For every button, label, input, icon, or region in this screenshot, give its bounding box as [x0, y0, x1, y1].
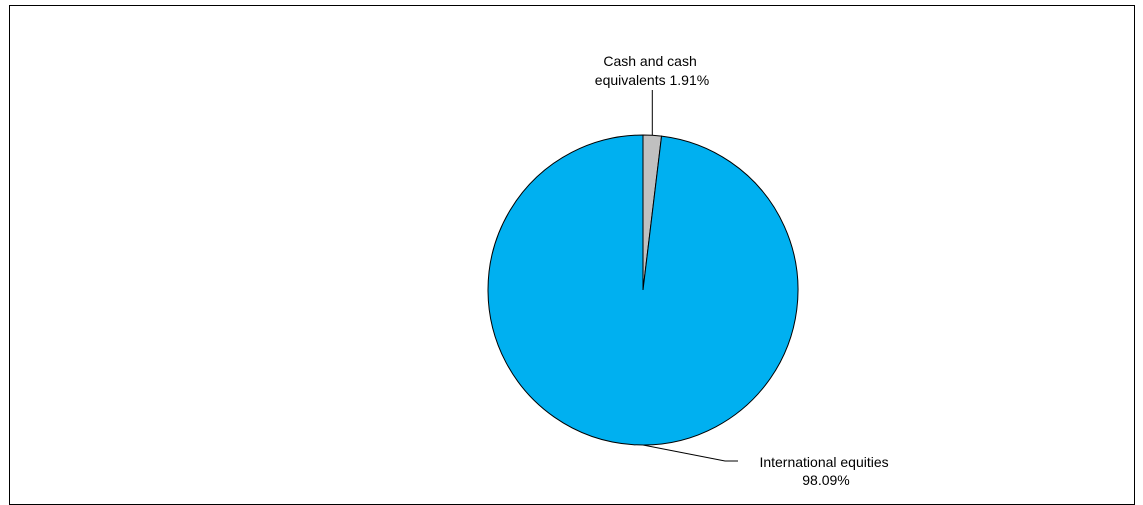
international-equities-label: International equities 98.09%	[759, 454, 892, 488]
cash-label: Cash and cash equivalents 1.91%	[595, 53, 709, 88]
pie-slice-international-equities	[487, 134, 799, 446]
international-equities-leader-line	[642, 444, 738, 462]
leader-lines	[642, 90, 738, 462]
pie-slices	[487, 134, 799, 446]
intl-label-line-1: International equities	[759, 454, 888, 470]
cash-label-line-1: Cash and cash	[603, 53, 696, 69]
cash-label-line-2: equivalents 1.91%	[595, 72, 709, 88]
pie-chart: Cash and cash equivalents 1.91% Internat…	[487, 53, 892, 488]
intl-label-line-2: 98.09%	[802, 472, 849, 488]
